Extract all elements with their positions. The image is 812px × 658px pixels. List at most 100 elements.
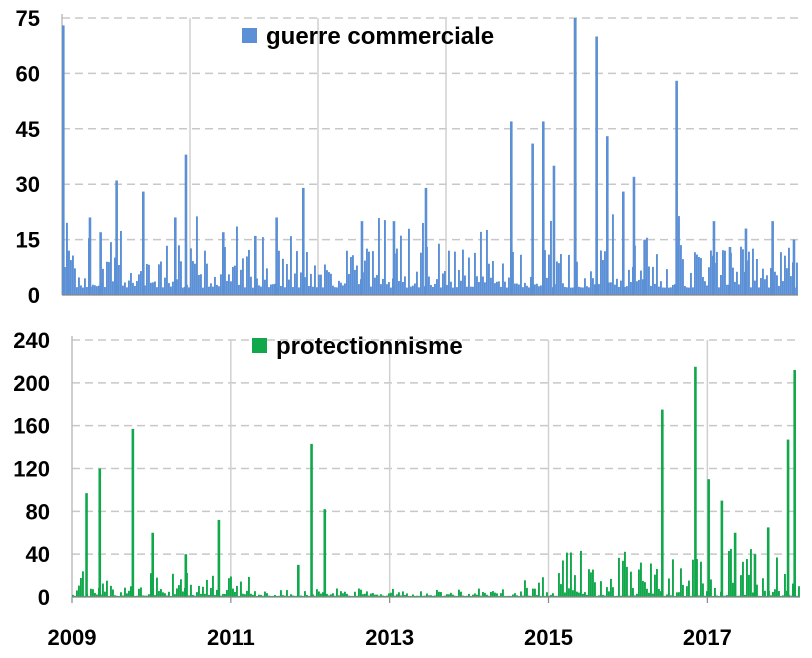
bar [522,287,524,295]
bar [264,591,266,597]
bar [784,255,786,295]
bar [378,218,380,295]
bar-spike [694,366,697,597]
bar [668,578,670,597]
bar [288,279,290,295]
bar [710,250,712,295]
bar [476,276,478,295]
bar [566,552,568,597]
x-tick-label: 2013 [365,625,414,650]
bar [610,578,612,597]
bar [274,594,276,597]
bar [354,269,356,295]
bar [412,285,414,295]
bar [268,287,270,295]
bar [86,286,88,295]
bar [284,595,286,597]
bar [238,284,240,295]
y-tick-label: 75 [16,6,40,31]
bar [178,585,180,597]
bar [140,587,142,597]
y-tick-label: 160 [13,414,50,439]
bar [126,287,128,295]
bar [714,588,716,597]
bar [636,593,638,597]
bar [660,591,662,597]
panel-guerre-commerciale: 75 60 45 30 15 0 guerre commerciale [16,6,798,308]
bar [490,277,492,295]
bar [160,261,162,295]
bar [334,595,336,597]
bar [108,262,110,295]
bar [550,594,552,597]
bar [450,281,452,295]
bar [378,595,380,597]
bar-spike [744,228,748,295]
bar [556,261,558,295]
bar [344,283,346,295]
bar [430,595,432,597]
bar-spike [606,136,609,295]
bar-spike [552,165,556,295]
bar [738,284,740,295]
bar-spike [184,554,188,597]
bar [650,285,652,295]
bar [392,588,394,597]
bar [586,594,588,597]
bar [502,263,504,295]
bar [550,220,552,295]
bar [584,278,586,295]
bar [476,594,478,597]
bar [494,592,496,597]
bar [72,594,74,597]
bar [202,586,204,597]
bar [78,277,80,295]
bar [200,593,202,597]
bar-spike [643,239,646,295]
bar [258,594,260,597]
bar [96,286,98,295]
bar [638,279,640,295]
bar [274,283,276,295]
bar [700,258,702,295]
bar [790,276,792,295]
bar [168,283,170,295]
bar [444,271,446,295]
bar [608,591,610,597]
bar [624,551,626,597]
bar [348,273,350,295]
bar [678,216,680,295]
bar [558,263,560,295]
bar [80,285,82,295]
bar [676,592,678,597]
bar [260,594,262,597]
y-tick-label: 40 [26,542,50,567]
bar [204,593,206,597]
bar [218,286,220,295]
bar [682,584,684,597]
bar [136,595,138,597]
bar [508,277,510,295]
bar [346,250,348,295]
bar [578,286,580,295]
bar [620,280,622,295]
bar [292,287,294,295]
bar [496,281,498,295]
bar [126,593,128,597]
bar [780,252,782,295]
bar [410,286,412,295]
bar [742,561,744,597]
bar [398,592,400,597]
bar [568,588,570,597]
bar [422,222,424,295]
bar [750,549,752,597]
bar [138,588,140,597]
bar [542,577,544,597]
bar [610,282,612,295]
bar [786,268,788,295]
bar [114,257,116,295]
bar [200,274,202,295]
bar [704,281,706,295]
bar-spike [728,246,732,295]
bar [782,595,784,597]
